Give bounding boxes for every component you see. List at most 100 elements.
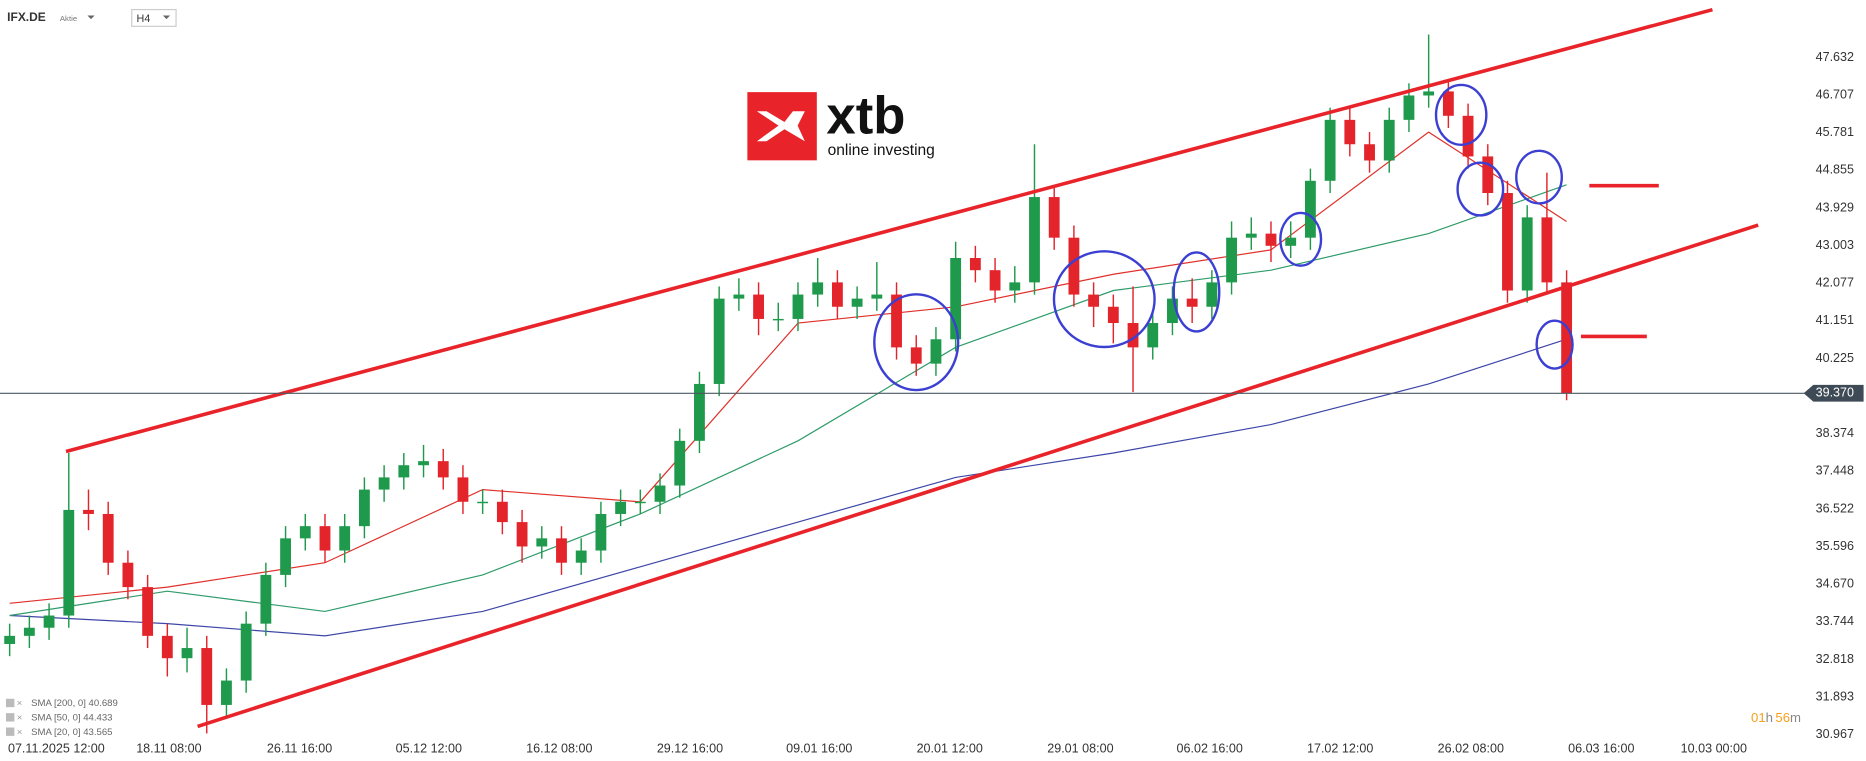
y-tick-label: 30.967: [1816, 727, 1854, 741]
candle-body: [1364, 144, 1375, 161]
logo-x: [756, 111, 805, 142]
legend-close-icon: ×: [17, 712, 23, 723]
candle-body: [969, 257, 981, 271]
highlight-circles: [873, 83, 1574, 392]
y-tick-label: 40.225: [1816, 351, 1854, 365]
candle-body: [102, 513, 114, 563]
candle-body: [181, 648, 193, 659]
symbol[interactable]: IFX.DE: [7, 10, 46, 24]
candle-body: [477, 501, 489, 504]
highlight-circle: [1515, 149, 1563, 205]
y-tick-label: 45.781: [1816, 125, 1854, 139]
candle-body: [339, 526, 351, 551]
candle-body: [871, 294, 883, 299]
candle-body: [930, 339, 942, 364]
dropdown-arrow[interactable]: [162, 15, 171, 20]
legend-close-icon: ×: [17, 698, 23, 709]
timer-hours: 01: [1751, 711, 1766, 726]
plot-area: [4, 7, 1759, 734]
candle-body: [713, 298, 725, 384]
last-price-marker: [1803, 384, 1864, 402]
y-tick-label: 41.151: [1816, 313, 1854, 327]
x-tick-label: 26.02 08:00: [1438, 741, 1504, 755]
legend-close-icon: ×: [17, 727, 23, 738]
candle-body: [910, 347, 922, 364]
legend-icon: [5, 698, 15, 708]
candle-body: [516, 522, 528, 547]
y-tick-label: 32.818: [1816, 652, 1854, 666]
candle-body: [1029, 197, 1040, 283]
candle-body: [753, 294, 764, 319]
candle-body: [1482, 156, 1494, 193]
candle-body: [63, 509, 75, 616]
y-tick-label: 38.374: [1816, 426, 1854, 440]
highlight-circle: [1172, 251, 1221, 333]
timer-unit: h: [1766, 711, 1773, 726]
x-tick-label: 10.03 00:00: [1681, 741, 1747, 755]
candle-body: [615, 501, 627, 514]
candle-body: [1304, 180, 1316, 238]
x-tick-label: 17.02 12:00: [1307, 741, 1373, 755]
legend-label: SMA [200, 0] 40.689: [31, 698, 118, 709]
highlight-circle: [1456, 161, 1505, 217]
x-tick-label: 07.11.2025 12:00: [8, 741, 105, 755]
last-price-label: 39.370: [1816, 386, 1854, 400]
x-tick-label: 05.12 12:00: [396, 741, 462, 755]
x-tick-label: 09.01 16:00: [786, 741, 852, 755]
candle-body: [1442, 91, 1454, 116]
highlight-circle: [1535, 319, 1574, 370]
y-tick-label: 46.707: [1816, 88, 1854, 102]
candle-body: [792, 294, 804, 319]
candle-body: [1521, 217, 1533, 291]
x-tick-label: 20.01 12:00: [917, 741, 983, 755]
candle-body: [595, 513, 607, 551]
timeframe[interactable]: H4: [137, 13, 151, 25]
candle-body: [1226, 237, 1237, 283]
legend-label: SMA [50, 0] 44.433: [31, 712, 112, 723]
x-tick-label: 06.02 16:00: [1177, 741, 1243, 755]
logo-tagline: online investing: [828, 142, 935, 159]
x-tick-label: 26.11 16:00: [267, 741, 332, 755]
candle-body: [457, 477, 469, 502]
legend-icon: [5, 727, 15, 736]
candle-body: [891, 294, 902, 348]
sma-line: [9, 338, 1567, 637]
candle-body: [161, 635, 173, 659]
x-tick-label: 06.03 16:00: [1568, 741, 1634, 755]
candle-body: [1502, 192, 1513, 291]
candle-body: [83, 509, 94, 514]
highlight-circle: [1434, 83, 1488, 146]
timeframe-box[interactable]: [131, 8, 177, 27]
candle-body: [1561, 282, 1573, 394]
candle-body: [1167, 298, 1178, 324]
y-tick-label: 36.522: [1816, 501, 1854, 515]
y-tick-label: 43.929: [1816, 200, 1854, 214]
trend-line: [197, 223, 1759, 729]
candle-body: [496, 501, 508, 523]
candle-body: [358, 489, 370, 527]
candle-body: [1285, 237, 1297, 246]
y-tick-label: 42.077: [1816, 276, 1854, 290]
highlight-circle: [1279, 211, 1323, 267]
candle-body: [989, 270, 1001, 291]
candle-body: [299, 526, 311, 539]
candle-body: [1186, 298, 1198, 307]
candle-body: [536, 538, 548, 547]
candle-body: [378, 477, 390, 490]
dropdown-arrow[interactable]: [87, 15, 95, 20]
x-tick-label: 29.12 16:00: [657, 741, 723, 755]
logo-brand: xtb: [826, 87, 905, 146]
y-tick-label: 35.596: [1816, 539, 1854, 553]
x-tick-label: 18.11 08:00: [136, 741, 201, 755]
candle-body: [1107, 306, 1119, 324]
legend-label: SMA [20, 0] 43.565: [31, 727, 112, 738]
candle-body: [1068, 237, 1080, 295]
candle-body: [4, 635, 16, 644]
sma-line: [9, 184, 1567, 617]
candle-body: [634, 501, 646, 504]
candle-body: [575, 550, 587, 563]
candle-body: [240, 623, 252, 681]
x-tick-label: 29.01 08:00: [1047, 741, 1113, 755]
y-tick-label: 34.670: [1816, 577, 1854, 591]
